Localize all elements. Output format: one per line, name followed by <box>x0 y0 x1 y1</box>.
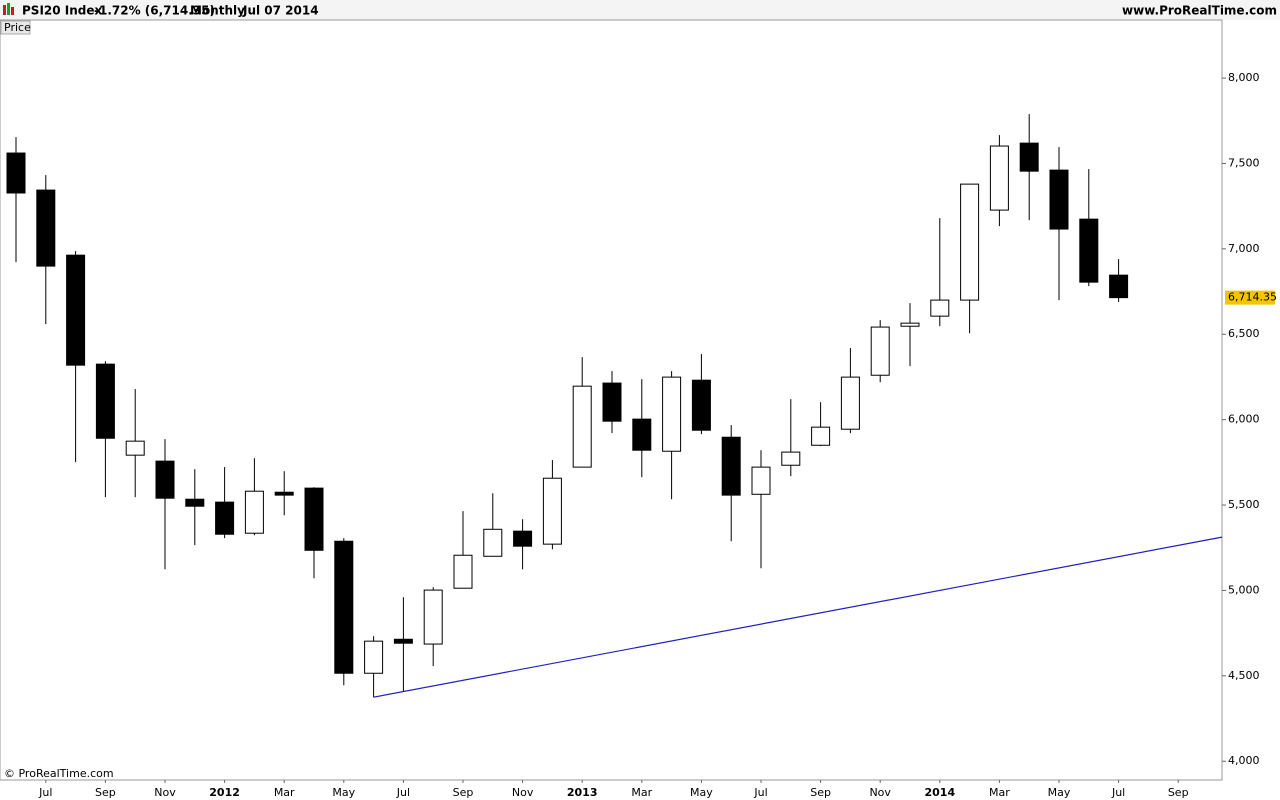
candle-body <box>393 638 413 644</box>
y-tick-label: 5,000 <box>1228 583 1260 596</box>
y-tick-label: 7,500 <box>1228 156 1260 169</box>
logo-icon <box>3 3 14 15</box>
candle-body <box>691 379 711 431</box>
candle-body <box>1019 142 1039 172</box>
candle-body <box>244 490 264 534</box>
candle-body <box>95 363 115 439</box>
site: www.ProRealTime.com <box>1122 4 1277 18</box>
candle-body <box>632 418 652 451</box>
candle-body <box>66 254 86 366</box>
last-price-tag <box>1225 290 1275 305</box>
x-tick-label: Jul <box>753 786 767 799</box>
candle-body <box>274 491 294 496</box>
candle-body <box>185 498 205 507</box>
date: Jul 07 2014 <box>242 4 319 18</box>
trendline <box>373 536 1223 698</box>
candle-body <box>721 436 741 496</box>
candle-body <box>1079 218 1099 283</box>
candle-body <box>900 322 920 327</box>
candle-body <box>423 589 443 645</box>
candle-body <box>334 540 354 674</box>
x-tick-label: Jul <box>1111 786 1125 799</box>
candle-body <box>36 189 56 267</box>
candle-body <box>840 376 860 430</box>
y-tick-label: 7,000 <box>1228 242 1260 255</box>
x-tick-label: 2014 <box>924 786 955 799</box>
candle-body <box>155 460 175 499</box>
plot-frame <box>0 19 1223 781</box>
last-price-label: 6,714.35 <box>1228 291 1277 304</box>
x-tick-label: Sep <box>95 786 116 799</box>
candle-body <box>125 440 145 456</box>
y-tick-label: 4,500 <box>1228 669 1260 682</box>
x-tick-label: 2013 <box>567 786 598 799</box>
x-tick-label: Nov <box>869 786 891 799</box>
x-tick-label: May <box>1048 786 1071 799</box>
x-tick-label: Sep <box>810 786 831 799</box>
x-tick-label: Mar <box>274 786 295 799</box>
x-tick-label: Sep <box>453 786 474 799</box>
candle-body <box>513 530 533 547</box>
copyright: © ProRealTime.com <box>4 767 114 780</box>
candle-body <box>930 299 950 317</box>
candle-body <box>870 326 890 376</box>
candle-body <box>602 382 622 422</box>
x-tick-label: Jul <box>396 786 410 799</box>
y-tick-label: 4,000 <box>1228 754 1260 767</box>
x-tick-label: May <box>332 786 355 799</box>
candle-body <box>542 477 562 545</box>
candle-body <box>1049 169 1069 230</box>
change: -1.72% (6,714.35) <box>94 4 215 18</box>
candle-body <box>1109 274 1129 299</box>
candle-body <box>453 554 473 589</box>
candle-body <box>989 145 1009 211</box>
x-tick-label: May <box>690 786 713 799</box>
candle-body <box>572 385 592 468</box>
header-bar <box>0 0 1280 20</box>
y-tick-label: 5,500 <box>1228 498 1260 511</box>
candle-body <box>215 501 235 535</box>
candle-body <box>304 487 324 551</box>
y-tick-label: 6,500 <box>1228 327 1260 340</box>
x-tick-label: Sep <box>1168 786 1189 799</box>
x-tick-label: Mar <box>989 786 1010 799</box>
candle-body <box>6 152 26 194</box>
x-tick-label: Nov <box>512 786 534 799</box>
y-tick-label: 6,000 <box>1228 413 1260 426</box>
candle-body <box>483 528 503 557</box>
candle-body <box>751 466 771 495</box>
x-tick-label: Mar <box>631 786 652 799</box>
panel-tag <box>0 20 31 35</box>
period: Monthly <box>190 4 245 18</box>
y-tick-label: 8,000 <box>1228 71 1260 84</box>
candle-body <box>781 451 801 466</box>
candle-body <box>811 426 831 446</box>
symbol: PSI20 Index <box>22 4 103 18</box>
x-tick-label: Nov <box>154 786 176 799</box>
candle-body <box>960 183 980 301</box>
candle-body <box>364 640 384 674</box>
x-tick-label: 2012 <box>209 786 240 799</box>
x-tick-label: Jul <box>38 786 52 799</box>
candle-body <box>662 376 682 452</box>
panel-label: Price <box>4 21 31 34</box>
